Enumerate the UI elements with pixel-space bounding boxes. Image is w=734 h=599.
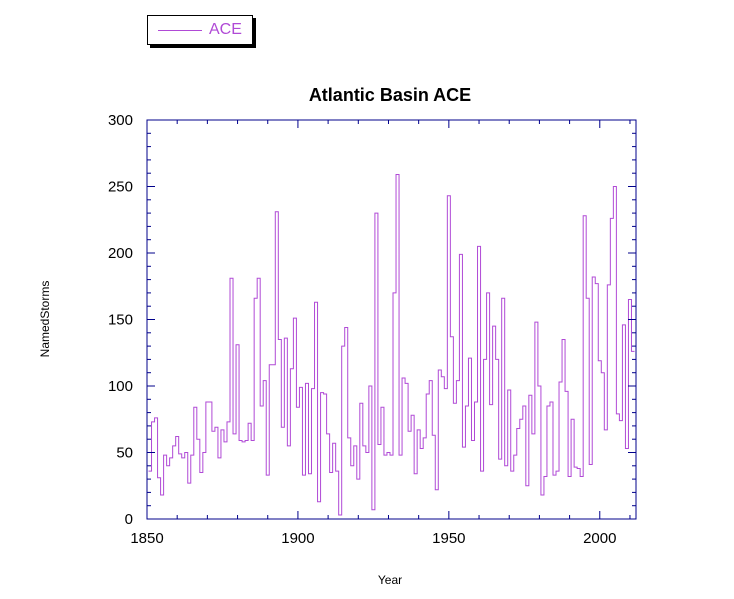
x-tick-label: 1900 <box>281 530 314 547</box>
y-axis: 0 50 100 150 200 250 300 <box>108 112 636 528</box>
chart-title: Atlantic Basin ACE <box>309 85 471 105</box>
series-points-ace <box>150 174 633 516</box>
x-tick-label: 1850 <box>130 530 163 547</box>
y-tick-label: 150 <box>108 312 133 329</box>
y-tick-label: 100 <box>108 378 133 395</box>
y-tick-label: 50 <box>116 445 133 462</box>
minor-ticks <box>147 120 636 519</box>
x-axis: 1850 1900 1950 2000 <box>130 120 616 547</box>
plot-frame <box>146 119 637 520</box>
x-tick-label: 2000 <box>583 530 616 547</box>
x-axis-label: Year <box>378 573 402 587</box>
y-tick-label: 300 <box>108 112 133 129</box>
series-line-ace <box>148 174 635 516</box>
legend: ACE <box>147 15 253 45</box>
y-tick-label: 200 <box>108 245 133 262</box>
legend-label-ace: ACE <box>209 21 242 38</box>
x-tick-label: 1950 <box>432 530 465 547</box>
legend-swatch-ace <box>158 30 202 31</box>
y-tick-label: 0 <box>125 511 133 528</box>
plot-area <box>146 119 637 520</box>
y-tick-label: 250 <box>108 179 133 196</box>
y-axis-label: NamedStorms <box>38 281 52 358</box>
